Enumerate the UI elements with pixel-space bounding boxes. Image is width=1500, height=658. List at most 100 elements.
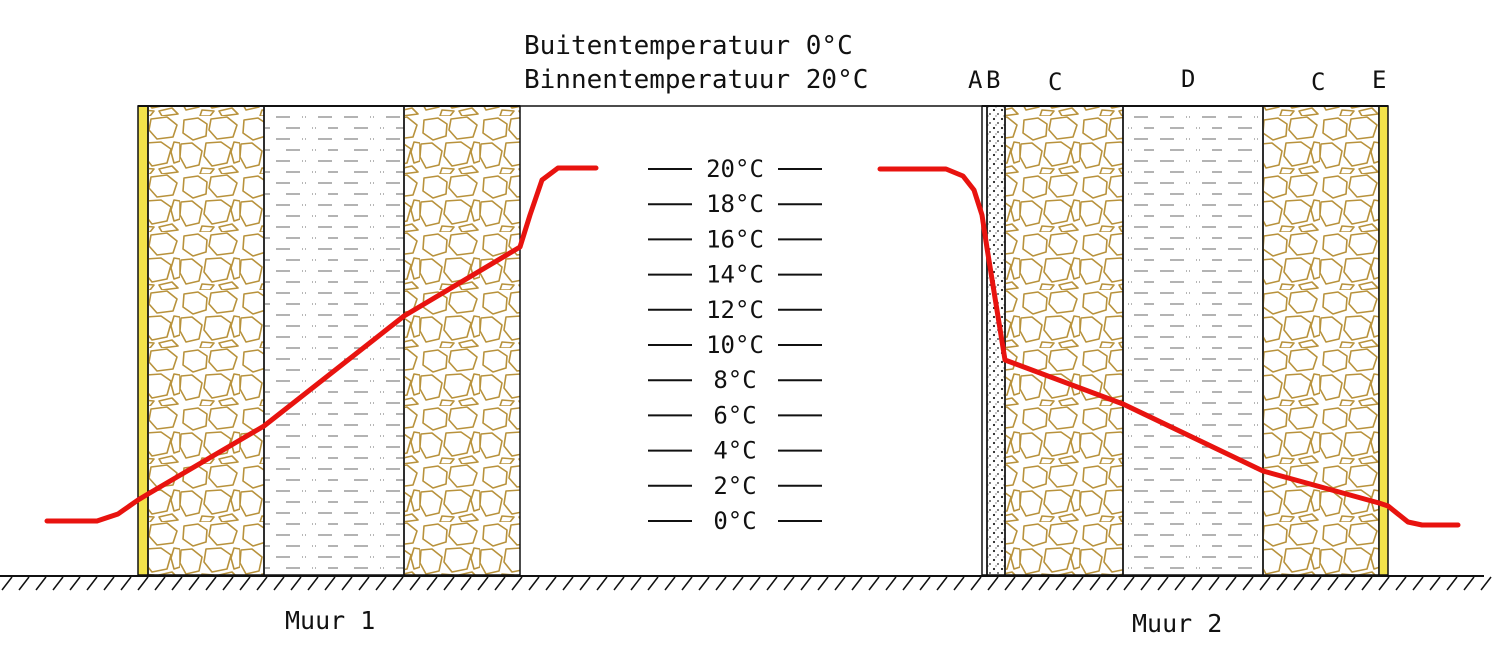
inside-temperature-label: Binnentemperatuur 20°C — [524, 65, 868, 95]
ground-hatch-stroke — [341, 576, 353, 591]
ground-hatch-stroke — [1327, 576, 1339, 591]
wall-1-outer-leaf — [403, 105, 521, 576]
ground-hatch-stroke — [817, 576, 829, 591]
ground-hatch-stroke — [715, 576, 727, 591]
wall-1 — [137, 105, 521, 576]
ground-hatch-stroke — [511, 576, 523, 591]
ground-hatch-stroke — [579, 576, 591, 591]
ground-hatch-stroke — [460, 576, 472, 591]
ground-hatch-stroke — [1089, 576, 1101, 591]
ground-hatch — [1, 576, 1492, 591]
ground-hatch-stroke — [239, 576, 251, 591]
scale-tick-label: 18°C — [706, 190, 764, 218]
ground-hatch-stroke — [953, 576, 965, 591]
ground-hatch-stroke — [834, 576, 846, 591]
ground-hatch-stroke — [681, 576, 693, 591]
ground-hatch-stroke — [290, 576, 302, 591]
ground-hatch-stroke — [103, 576, 115, 591]
layer-label-b: B — [986, 66, 1000, 94]
ground-hatch-stroke — [1412, 576, 1424, 591]
ground-hatch-stroke — [613, 576, 625, 591]
ground-hatch-stroke — [1242, 576, 1254, 591]
ground-hatch-stroke — [1361, 576, 1373, 591]
ground-hatch-stroke — [664, 576, 676, 591]
ground-hatch-stroke — [358, 576, 370, 591]
ground-hatch-stroke — [545, 576, 557, 591]
ground-hatch-stroke — [188, 576, 200, 591]
ground-hatch-stroke — [902, 576, 914, 591]
ground-hatch-stroke — [494, 576, 506, 591]
ground-hatch-stroke — [800, 576, 812, 591]
ground-hatch-stroke — [1225, 576, 1237, 591]
ground-hatch-stroke — [987, 576, 999, 591]
ground-hatch-stroke — [375, 576, 387, 591]
ground-hatch-stroke — [392, 576, 404, 591]
ground-hatch-stroke — [205, 576, 217, 591]
wall-1-plaster-layer — [137, 105, 149, 576]
ground-hatch-stroke — [52, 576, 64, 591]
ground-hatch-stroke — [222, 576, 234, 591]
ground-hatch-stroke — [1174, 576, 1186, 591]
ground-hatch-stroke — [324, 576, 336, 591]
layer-label-c-inner: C — [1048, 68, 1062, 96]
ground-hatch-stroke — [35, 576, 47, 591]
ground-hatch-stroke — [1055, 576, 1067, 591]
ground-hatch-stroke — [1208, 576, 1220, 591]
ground-hatch-stroke — [1, 576, 13, 591]
scale-tick-label: 2°C — [713, 472, 756, 500]
ground-hatch-stroke — [698, 576, 710, 591]
ground-hatch-stroke — [936, 576, 948, 591]
scale-tick-label: 4°C — [713, 437, 756, 465]
ground-hatch-stroke — [409, 576, 421, 591]
ground-hatch-stroke — [1106, 576, 1118, 591]
wall-1-temperature-line — [44, 165, 599, 524]
ground-hatch-stroke — [596, 576, 608, 591]
ground-hatch-stroke — [1378, 576, 1390, 591]
ground-hatch-stroke — [477, 576, 489, 591]
outside-temperature-label: Buitentemperatuur 0°C — [524, 31, 853, 61]
scale-tick-label: 0°C — [713, 507, 756, 535]
ground-hatch-stroke — [851, 576, 863, 591]
layer-label-e: E — [1372, 66, 1386, 94]
wall-1-inner-leaf — [147, 105, 265, 576]
ground-hatch-stroke — [1293, 576, 1305, 591]
ground-hatch-stroke — [647, 576, 659, 591]
scale-tick-label: 8°C — [713, 366, 756, 394]
ground-hatch-stroke — [885, 576, 897, 591]
ground-hatch-stroke — [1038, 576, 1050, 591]
ground-hatch-stroke — [18, 576, 30, 591]
ground-hatch-stroke — [1004, 576, 1016, 591]
ground-hatch-stroke — [1259, 576, 1271, 591]
ground-hatch-stroke — [1429, 576, 1441, 591]
scale-tick-label: 10°C — [706, 331, 764, 359]
wall-2-layer-c-inner — [1004, 105, 1124, 576]
ground-hatch-stroke — [868, 576, 880, 591]
wall-2-temperature-line — [877, 166, 1461, 528]
ground-hatch-stroke — [783, 576, 795, 591]
ground-hatch-stroke — [120, 576, 132, 591]
ground-hatch-stroke — [1276, 576, 1288, 591]
ground-hatch-stroke — [1446, 576, 1458, 591]
wall-2-layer-c-outer — [1262, 105, 1380, 576]
ground-hatch-stroke — [1344, 576, 1356, 591]
wall-1-label: Muur 1 — [285, 606, 375, 635]
ground-hatch-stroke — [86, 576, 98, 591]
ground-hatch-stroke — [630, 576, 642, 591]
wall-2-layer-d — [1122, 105, 1264, 576]
ground-hatch-stroke — [426, 576, 438, 591]
scale-tick-label: 12°C — [706, 296, 764, 324]
ground-hatch-stroke — [1463, 576, 1475, 591]
ground-hatch-stroke — [1480, 576, 1492, 591]
ground-hatch-stroke — [766, 576, 778, 591]
wall-2 — [981, 105, 1389, 576]
ground-hatch-stroke — [1140, 576, 1152, 591]
layer-label-c-outer: C — [1311, 68, 1325, 96]
ground-hatch-stroke — [562, 576, 574, 591]
layer-label-d: D — [1181, 65, 1195, 93]
ground-hatch-stroke — [528, 576, 540, 591]
ground-hatch-stroke — [443, 576, 455, 591]
ground-hatch-stroke — [154, 576, 166, 591]
ground-hatch-stroke — [1021, 576, 1033, 591]
ground-hatch-stroke — [137, 576, 149, 591]
